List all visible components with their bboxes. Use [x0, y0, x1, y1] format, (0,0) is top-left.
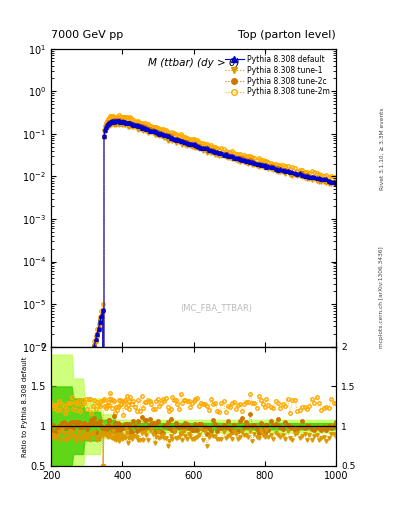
Legend: Pythia 8.308 default, Pythia 8.308 tune-1, Pythia 8.308 tune-2c, Pythia 8.308 tu: Pythia 8.308 default, Pythia 8.308 tune-…: [222, 52, 332, 99]
Text: 7000 GeV pp: 7000 GeV pp: [51, 30, 123, 40]
Text: M (ttbar) (dy > 0): M (ttbar) (dy > 0): [148, 57, 239, 68]
Y-axis label: Ratio to Pythia 8.308 default: Ratio to Pythia 8.308 default: [22, 356, 28, 457]
Text: Top (parton level): Top (parton level): [238, 30, 336, 40]
Text: Rivet 3.1.10, ≥ 3.3M events: Rivet 3.1.10, ≥ 3.3M events: [380, 107, 384, 190]
Text: (MC_FBA_TTBAR): (MC_FBA_TTBAR): [180, 304, 252, 312]
Text: mcplots.cern.ch [arXiv:1306.3436]: mcplots.cern.ch [arXiv:1306.3436]: [380, 246, 384, 348]
